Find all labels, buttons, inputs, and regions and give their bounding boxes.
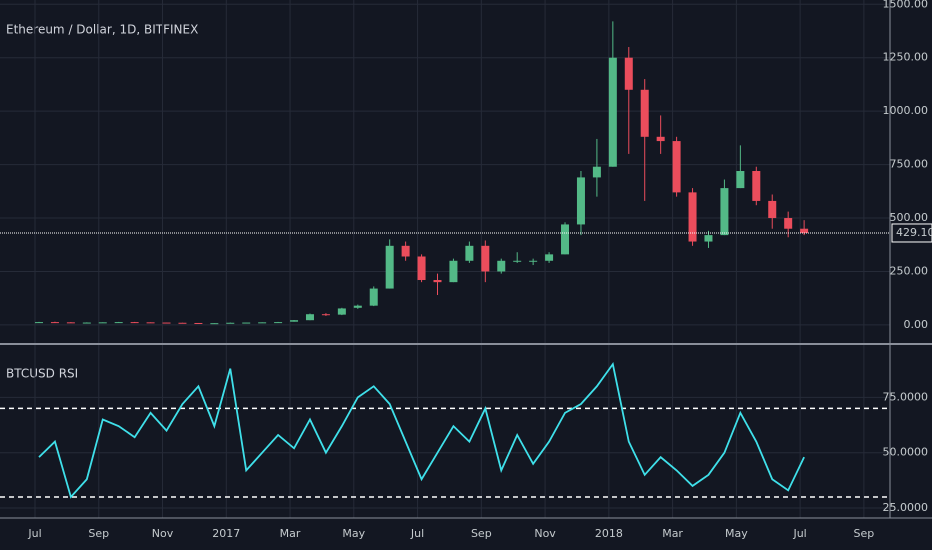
candle-body bbox=[353, 305, 362, 308]
y-tick-label: 250.00 bbox=[890, 264, 929, 277]
candle-body bbox=[146, 322, 155, 324]
x-tick-label: Sep bbox=[88, 527, 109, 540]
candle-body bbox=[640, 89, 649, 137]
candle-body bbox=[561, 224, 570, 255]
x-tick-label: May bbox=[342, 527, 365, 540]
x-tick-label: Jul bbox=[792, 527, 806, 540]
candle-body bbox=[481, 245, 490, 272]
candle-body bbox=[337, 308, 346, 315]
x-tick-label: 2017 bbox=[212, 527, 240, 540]
candle-body bbox=[194, 322, 203, 324]
y-tick-label: 0.00 bbox=[904, 318, 929, 331]
y-tick-label: 25.0000 bbox=[883, 501, 929, 514]
candle-body bbox=[624, 57, 633, 90]
x-tick-label: Nov bbox=[152, 527, 174, 540]
last-price-label: 429.10 bbox=[896, 226, 932, 239]
x-tick-label: Nov bbox=[534, 527, 556, 540]
candle-body bbox=[513, 260, 522, 262]
candle-body bbox=[545, 254, 554, 261]
candle-body bbox=[784, 218, 793, 229]
x-tick-label: Jul bbox=[27, 527, 41, 540]
candle-body bbox=[130, 322, 139, 324]
candle-body bbox=[688, 192, 697, 242]
x-tick-label: 2018 bbox=[595, 527, 623, 540]
candle-body bbox=[114, 322, 123, 324]
candle-body bbox=[258, 322, 267, 324]
y-tick-label: 1000.00 bbox=[883, 104, 929, 117]
candle-body bbox=[592, 166, 601, 178]
y-tick-label: 750.00 bbox=[890, 158, 929, 171]
y-tick-label: 50.0000 bbox=[883, 446, 929, 459]
y-tick-label: 500.00 bbox=[890, 211, 929, 224]
candle-body bbox=[35, 322, 43, 324]
candle-body bbox=[210, 323, 219, 325]
candle-body bbox=[672, 141, 681, 193]
candle-body bbox=[50, 322, 59, 324]
candle-body bbox=[82, 322, 91, 324]
candle-body bbox=[720, 188, 729, 236]
x-tick-label: Mar bbox=[280, 527, 301, 540]
candle-body bbox=[497, 260, 506, 272]
chart-title: Ethereum / Dollar, 1D, BITFINEX bbox=[6, 23, 198, 37]
y-tick-label: 75.0000 bbox=[883, 390, 929, 403]
candle-body bbox=[608, 57, 617, 167]
candle-body bbox=[178, 322, 187, 324]
y-tick-label: 1250.00 bbox=[883, 51, 929, 64]
candle-body bbox=[433, 280, 442, 283]
last-price-box bbox=[891, 223, 932, 243]
candle-body bbox=[529, 260, 538, 262]
candle-body bbox=[162, 322, 171, 324]
candle-body bbox=[242, 322, 251, 324]
candle-body bbox=[274, 322, 283, 324]
rsi-title: BTCUSD RSI bbox=[6, 367, 78, 381]
rsi-line bbox=[38, 361, 805, 499]
candle-body bbox=[305, 314, 314, 321]
candle-body bbox=[449, 260, 458, 283]
x-tick-label: May bbox=[725, 527, 748, 540]
candle-body bbox=[768, 200, 777, 219]
x-tick-label: Sep bbox=[854, 527, 875, 540]
candle-body bbox=[704, 235, 713, 242]
y-tick-label: 1500.00 bbox=[883, 0, 929, 10]
candle-body bbox=[752, 171, 761, 201]
candle-body bbox=[369, 288, 378, 306]
candle-body bbox=[290, 320, 299, 322]
x-tick-label: Jul bbox=[410, 527, 424, 540]
candle-body bbox=[321, 314, 330, 316]
x-tick-label: Sep bbox=[471, 527, 492, 540]
candle-body bbox=[417, 256, 426, 281]
x-tick-label: Mar bbox=[662, 527, 683, 540]
candle-body bbox=[656, 136, 665, 142]
candle-body bbox=[98, 322, 107, 324]
candle-body bbox=[401, 245, 410, 257]
candle-body bbox=[800, 228, 809, 233]
candle-body bbox=[385, 245, 394, 289]
candle-body bbox=[576, 177, 585, 225]
candle-body bbox=[66, 322, 75, 324]
candle-body bbox=[226, 322, 235, 324]
candle-body bbox=[736, 171, 745, 189]
candle-body bbox=[465, 245, 474, 261]
